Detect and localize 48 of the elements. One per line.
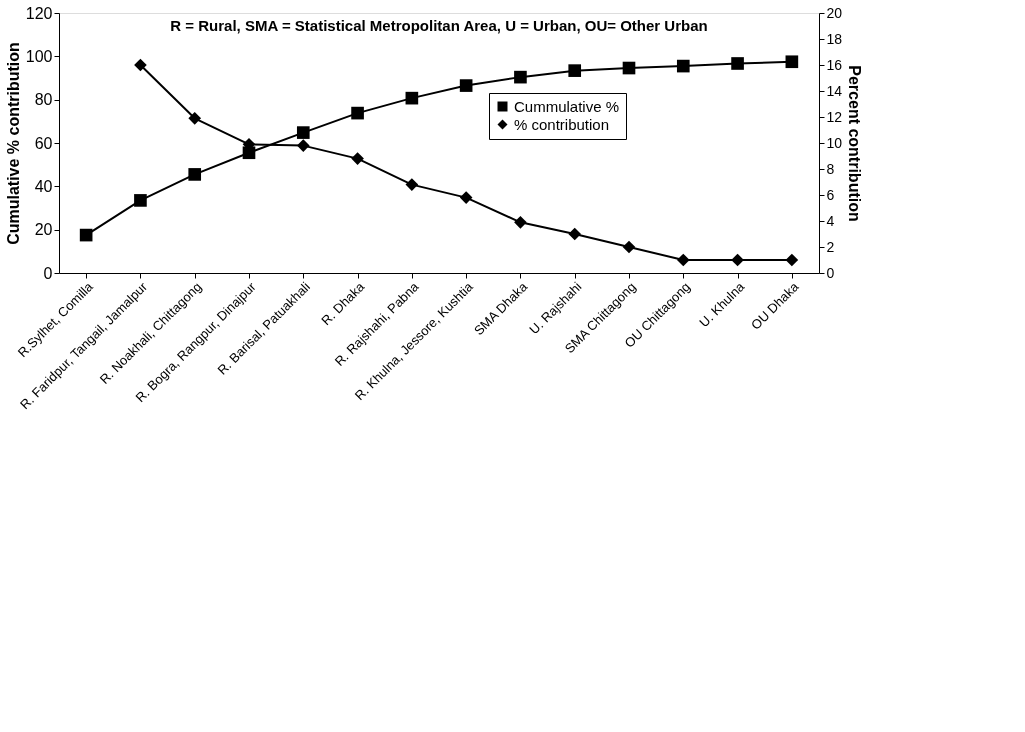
- y2-tick-label: 2: [826, 238, 835, 255]
- point: [731, 57, 744, 70]
- y2-tick-label: 10: [826, 134, 843, 151]
- annotation: R = Rural, SMA = Statistical Metropolitan Area, U = Urban, OU= Other Urban: [170, 17, 708, 34]
- legend-label: Cummulative %: [514, 97, 620, 115]
- y-tick-label: 40: [34, 177, 53, 195]
- y-tick-label: 80: [34, 91, 53, 109]
- y-tick-label: 100: [25, 47, 53, 65]
- y-tick-label: 0: [43, 264, 53, 282]
- point: [676, 253, 690, 267]
- point: [134, 58, 147, 72]
- y2-tick-label: 0: [826, 264, 835, 281]
- y-axis-title: Cumulative % contribution: [4, 42, 22, 245]
- point: [622, 240, 636, 254]
- y2-tick-label: 16: [826, 56, 843, 73]
- y2-tick-label: 14: [826, 82, 843, 99]
- point: [405, 178, 419, 191]
- y-tick-label: 20: [34, 221, 53, 239]
- point: [731, 253, 744, 267]
- y2-tick-label: 4: [826, 212, 835, 229]
- point: [459, 79, 473, 92]
- point: [676, 59, 690, 73]
- point: [459, 191, 473, 204]
- point: [568, 227, 582, 241]
- legend-label: % contribution: [514, 115, 610, 133]
- point: [622, 61, 636, 75]
- point: [568, 64, 582, 77]
- y-tick-label: 60: [34, 134, 53, 152]
- point: [514, 70, 527, 84]
- y2-tick-label: 8: [826, 160, 835, 177]
- y2-tick-label: 12: [826, 108, 843, 125]
- point: [351, 106, 364, 120]
- y2-tick-label: 6: [826, 186, 835, 203]
- point: [188, 168, 202, 181]
- point: [296, 126, 310, 139]
- point: [134, 194, 147, 207]
- point: [405, 91, 419, 105]
- point: [785, 55, 799, 69]
- point: [785, 253, 799, 267]
- y2-axis-title: Percent contribution: [846, 65, 864, 222]
- y2-tick-label: 18: [826, 30, 843, 47]
- y2-tick-label: 20: [826, 4, 843, 21]
- point: [296, 139, 310, 152]
- y-tick-label: 120: [25, 4, 53, 22]
- point: [351, 152, 364, 165]
- point: [188, 111, 202, 125]
- point: [79, 228, 93, 242]
- point: [514, 215, 527, 229]
